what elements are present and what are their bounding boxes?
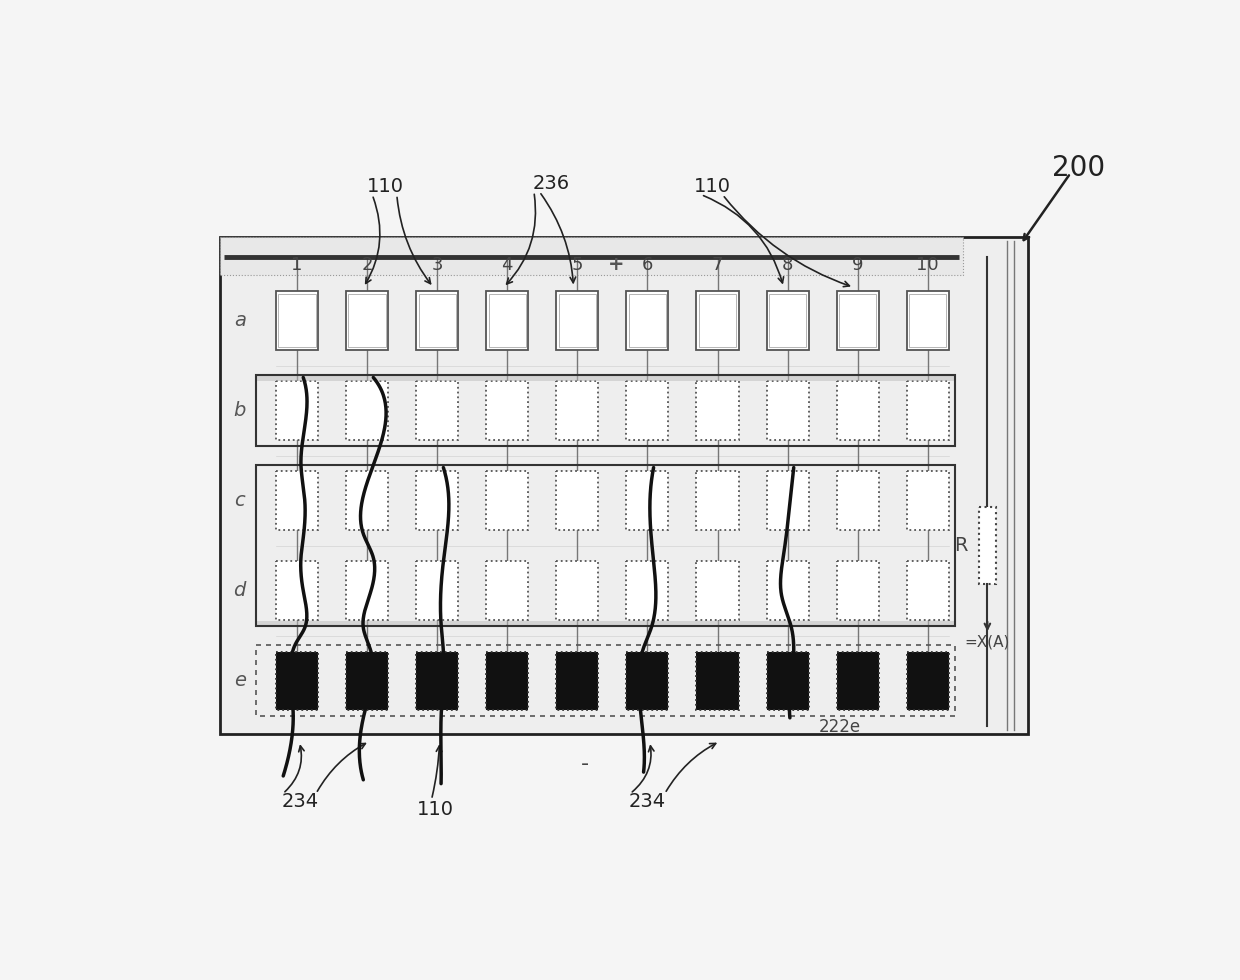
Bar [219, 237, 1028, 734]
Text: 8: 8 [782, 256, 794, 273]
Bar [557, 381, 599, 440]
Text: R: R [954, 536, 967, 556]
Bar [837, 381, 879, 440]
Text: 234: 234 [629, 792, 666, 810]
Text: -: - [582, 755, 589, 774]
Bar [699, 294, 737, 348]
Bar [766, 652, 808, 710]
Bar [906, 471, 949, 530]
Bar [557, 291, 599, 350]
Bar [486, 381, 528, 440]
Bar [697, 291, 739, 350]
Bar [486, 471, 528, 530]
Bar [417, 381, 459, 440]
Text: 222e: 222e [818, 718, 861, 736]
Bar [837, 471, 879, 530]
Bar [346, 562, 388, 620]
Bar [489, 294, 526, 348]
Bar [837, 291, 879, 350]
Text: c: c [234, 491, 246, 511]
Bar [697, 381, 739, 440]
Text: 10: 10 [916, 256, 939, 273]
Bar [697, 562, 739, 620]
Bar [626, 291, 668, 350]
Bar [626, 562, 668, 620]
Text: 7: 7 [712, 256, 723, 273]
Text: 2: 2 [361, 256, 373, 273]
Text: 236: 236 [532, 173, 569, 192]
Bar [419, 294, 456, 348]
Bar [697, 652, 739, 710]
Text: 5: 5 [572, 256, 583, 273]
Text: 110: 110 [694, 177, 732, 196]
Text: a: a [233, 311, 246, 330]
Bar [626, 471, 668, 530]
Text: 6: 6 [642, 256, 653, 273]
Bar [277, 291, 319, 350]
Text: 9: 9 [852, 256, 863, 273]
Bar [626, 381, 668, 440]
Bar [277, 562, 319, 620]
Bar [766, 471, 808, 530]
Text: +: + [608, 255, 624, 274]
Bar [697, 471, 739, 530]
Text: d: d [233, 581, 246, 601]
Bar [255, 646, 955, 716]
Bar [766, 381, 808, 440]
Bar [906, 562, 949, 620]
Bar [346, 381, 388, 440]
Text: 110: 110 [417, 800, 454, 818]
Bar [909, 294, 946, 348]
Bar [277, 652, 319, 710]
Text: =X(A): =X(A) [965, 634, 1009, 650]
Bar [346, 471, 388, 530]
Bar [557, 652, 599, 710]
Bar [255, 375, 955, 446]
Bar [255, 466, 955, 626]
Bar [557, 471, 599, 530]
Bar [906, 652, 949, 710]
Text: e: e [233, 671, 246, 690]
Bar [486, 291, 528, 350]
Bar [906, 291, 949, 350]
Bar [277, 471, 319, 530]
Bar [346, 652, 388, 710]
Bar [837, 652, 879, 710]
Text: 3: 3 [432, 256, 443, 273]
Text: b: b [233, 401, 246, 420]
Bar [626, 652, 668, 710]
Bar [417, 652, 459, 710]
Bar [417, 562, 459, 620]
Bar [766, 291, 808, 350]
Bar [559, 294, 596, 348]
Bar [255, 620, 955, 626]
Bar [557, 562, 599, 620]
Bar [417, 471, 459, 530]
Bar [766, 562, 808, 620]
Text: 234: 234 [281, 792, 319, 810]
Bar [839, 294, 877, 348]
Bar [346, 291, 388, 350]
Text: 110: 110 [367, 177, 404, 196]
Bar [417, 291, 459, 350]
Bar [348, 294, 386, 348]
Bar [277, 381, 319, 440]
Text: 200: 200 [1052, 154, 1105, 181]
Bar [255, 375, 955, 380]
Bar [486, 652, 528, 710]
Text: 1: 1 [291, 256, 303, 273]
Bar [629, 294, 666, 348]
Bar [278, 294, 316, 348]
Bar [978, 508, 996, 584]
Text: 4: 4 [501, 256, 513, 273]
Bar [837, 562, 879, 620]
Bar [769, 294, 806, 348]
Bar [219, 237, 962, 275]
Bar [486, 562, 528, 620]
Bar [906, 381, 949, 440]
